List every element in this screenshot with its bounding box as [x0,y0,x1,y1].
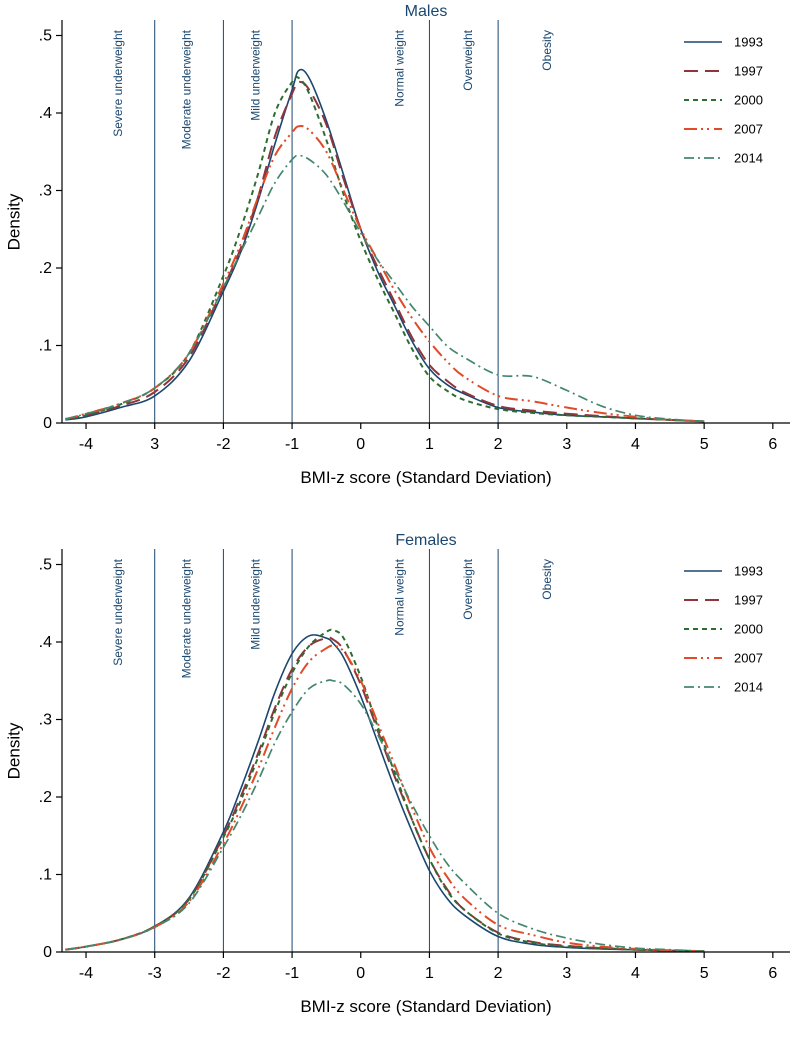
region-label: Normal weight [393,29,407,106]
x-tick-label: -1 [285,436,299,453]
region-labels: Severe underweight Moderate underweight Mi… [111,558,554,678]
x-tick-label: 2 [494,436,503,453]
x-axis-label-males: BMI-z score (Standard Deviation) [300,468,552,487]
y-axis-label-females: Density [4,722,23,779]
legend: 1993 1997 2000 2007 2014 [684,35,763,166]
density-curve-1997 [65,636,705,953]
legend-year-label-1993: 1993 [734,35,763,50]
density-curve-2007 [65,125,705,423]
density-curve-2014 [65,679,705,953]
x-tick-label: 2 [494,965,503,982]
y-tick-label: .3 [39,183,52,200]
density-curve-1997 [65,80,705,423]
region-label: Severe underweight [111,558,125,665]
legend-year-label-2007: 2007 [734,122,763,137]
x-tick-label: 0 [356,436,365,453]
y-tick-label: .1 [39,338,52,355]
reference-lines [154,20,499,423]
y-tick-label: 0 [43,415,52,432]
region-label: Overweight [461,29,475,90]
x-tick-label: -2 [216,436,230,453]
x-tick-label: 3 [562,436,571,453]
y-tick-label: .2 [39,789,52,806]
legend-year-label-1997: 1997 [734,64,763,79]
chart-title-males: Males [404,3,448,20]
x-tick-label: 3 [150,436,159,453]
x-axis-label-females: BMI-z score (Standard Deviation) [300,997,552,1016]
y-tick-label: .5 [39,557,52,574]
density-curve-2007 [65,644,705,953]
region-label: Moderate underweight [180,558,194,678]
legend-year-label-2000: 2000 [734,622,763,637]
region-label: Normal weight [393,558,407,635]
legend-year-label-2014: 2014 [734,680,763,695]
legend-year-label-2000: 2000 [734,93,763,108]
x-tick-label: 4 [631,965,640,982]
x-tick-label: 5 [700,965,709,982]
females-chart-panel: Severe underweight Moderate underweight Mi… [0,529,803,1058]
y-ticks: 0 .1 .2 .3 .4 .5 [39,28,62,432]
y-tick-label: .1 [39,867,52,884]
y-tick-label: .5 [39,28,52,45]
region-label: Moderate underweight [180,29,194,149]
legend-year-label-1997: 1997 [734,593,763,608]
density-curve-2014 [65,154,705,423]
x-tick-label: -1 [285,965,299,982]
x-tick-label: 6 [768,436,777,453]
x-tick-label: -4 [79,436,93,453]
region-labels: Severe underweight Moderate underweight Mi… [111,29,554,149]
legend-year-label-2014: 2014 [734,151,763,166]
females-density-plot: Severe underweight Moderate underweight Mi… [39,549,790,982]
region-label: Mild underweight [248,558,262,649]
density-curve-2000 [65,75,705,423]
density-curve-1993 [65,68,705,423]
y-tick-label: .3 [39,712,52,729]
x-tick-label: -4 [79,965,93,982]
x-ticks: -4 3 -2 -1 0 1 2 3 4 5 6 [79,423,777,453]
y-axis-label-males: Density [4,193,23,250]
region-label: Overweight [461,558,475,619]
region-label: Obesity [540,559,554,600]
x-tick-label: -2 [216,965,230,982]
y-ticks: 0 .1 .2 .3 .4 .5 [39,557,62,961]
x-ticks: -4 -3 -2 -1 0 1 2 3 4 5 6 [79,952,777,982]
y-tick-label: .4 [39,634,52,651]
x-tick-label: 3 [562,965,571,982]
region-label: Severe underweight [111,29,125,136]
x-tick-label: 0 [356,965,365,982]
males-chart-panel: Severe underweight Moderate underweight Mi… [0,0,803,529]
x-tick-label: 1 [425,436,434,453]
x-tick-label: 5 [700,436,709,453]
density-curve-1993 [65,634,705,952]
x-tick-label: 1 [425,965,434,982]
x-tick-label: -3 [148,965,162,982]
x-tick-label: 4 [631,436,640,453]
y-tick-label: .4 [39,105,52,122]
density-curve-2000 [65,628,705,953]
y-tick-label: 0 [43,944,52,961]
chart-title-females: Females [395,532,457,549]
legend-year-label-1993: 1993 [734,564,763,579]
x-tick-label: 6 [768,965,777,982]
legend: 1993 1997 2000 2007 2014 [684,564,763,695]
reference-lines [154,549,499,952]
males-density-plot: Severe underweight Moderate underweight Mi… [39,20,790,453]
legend-year-label-2007: 2007 [734,651,763,666]
region-label: Mild underweight [248,29,262,120]
y-tick-label: .2 [39,260,52,277]
region-label: Obesity [540,30,554,71]
